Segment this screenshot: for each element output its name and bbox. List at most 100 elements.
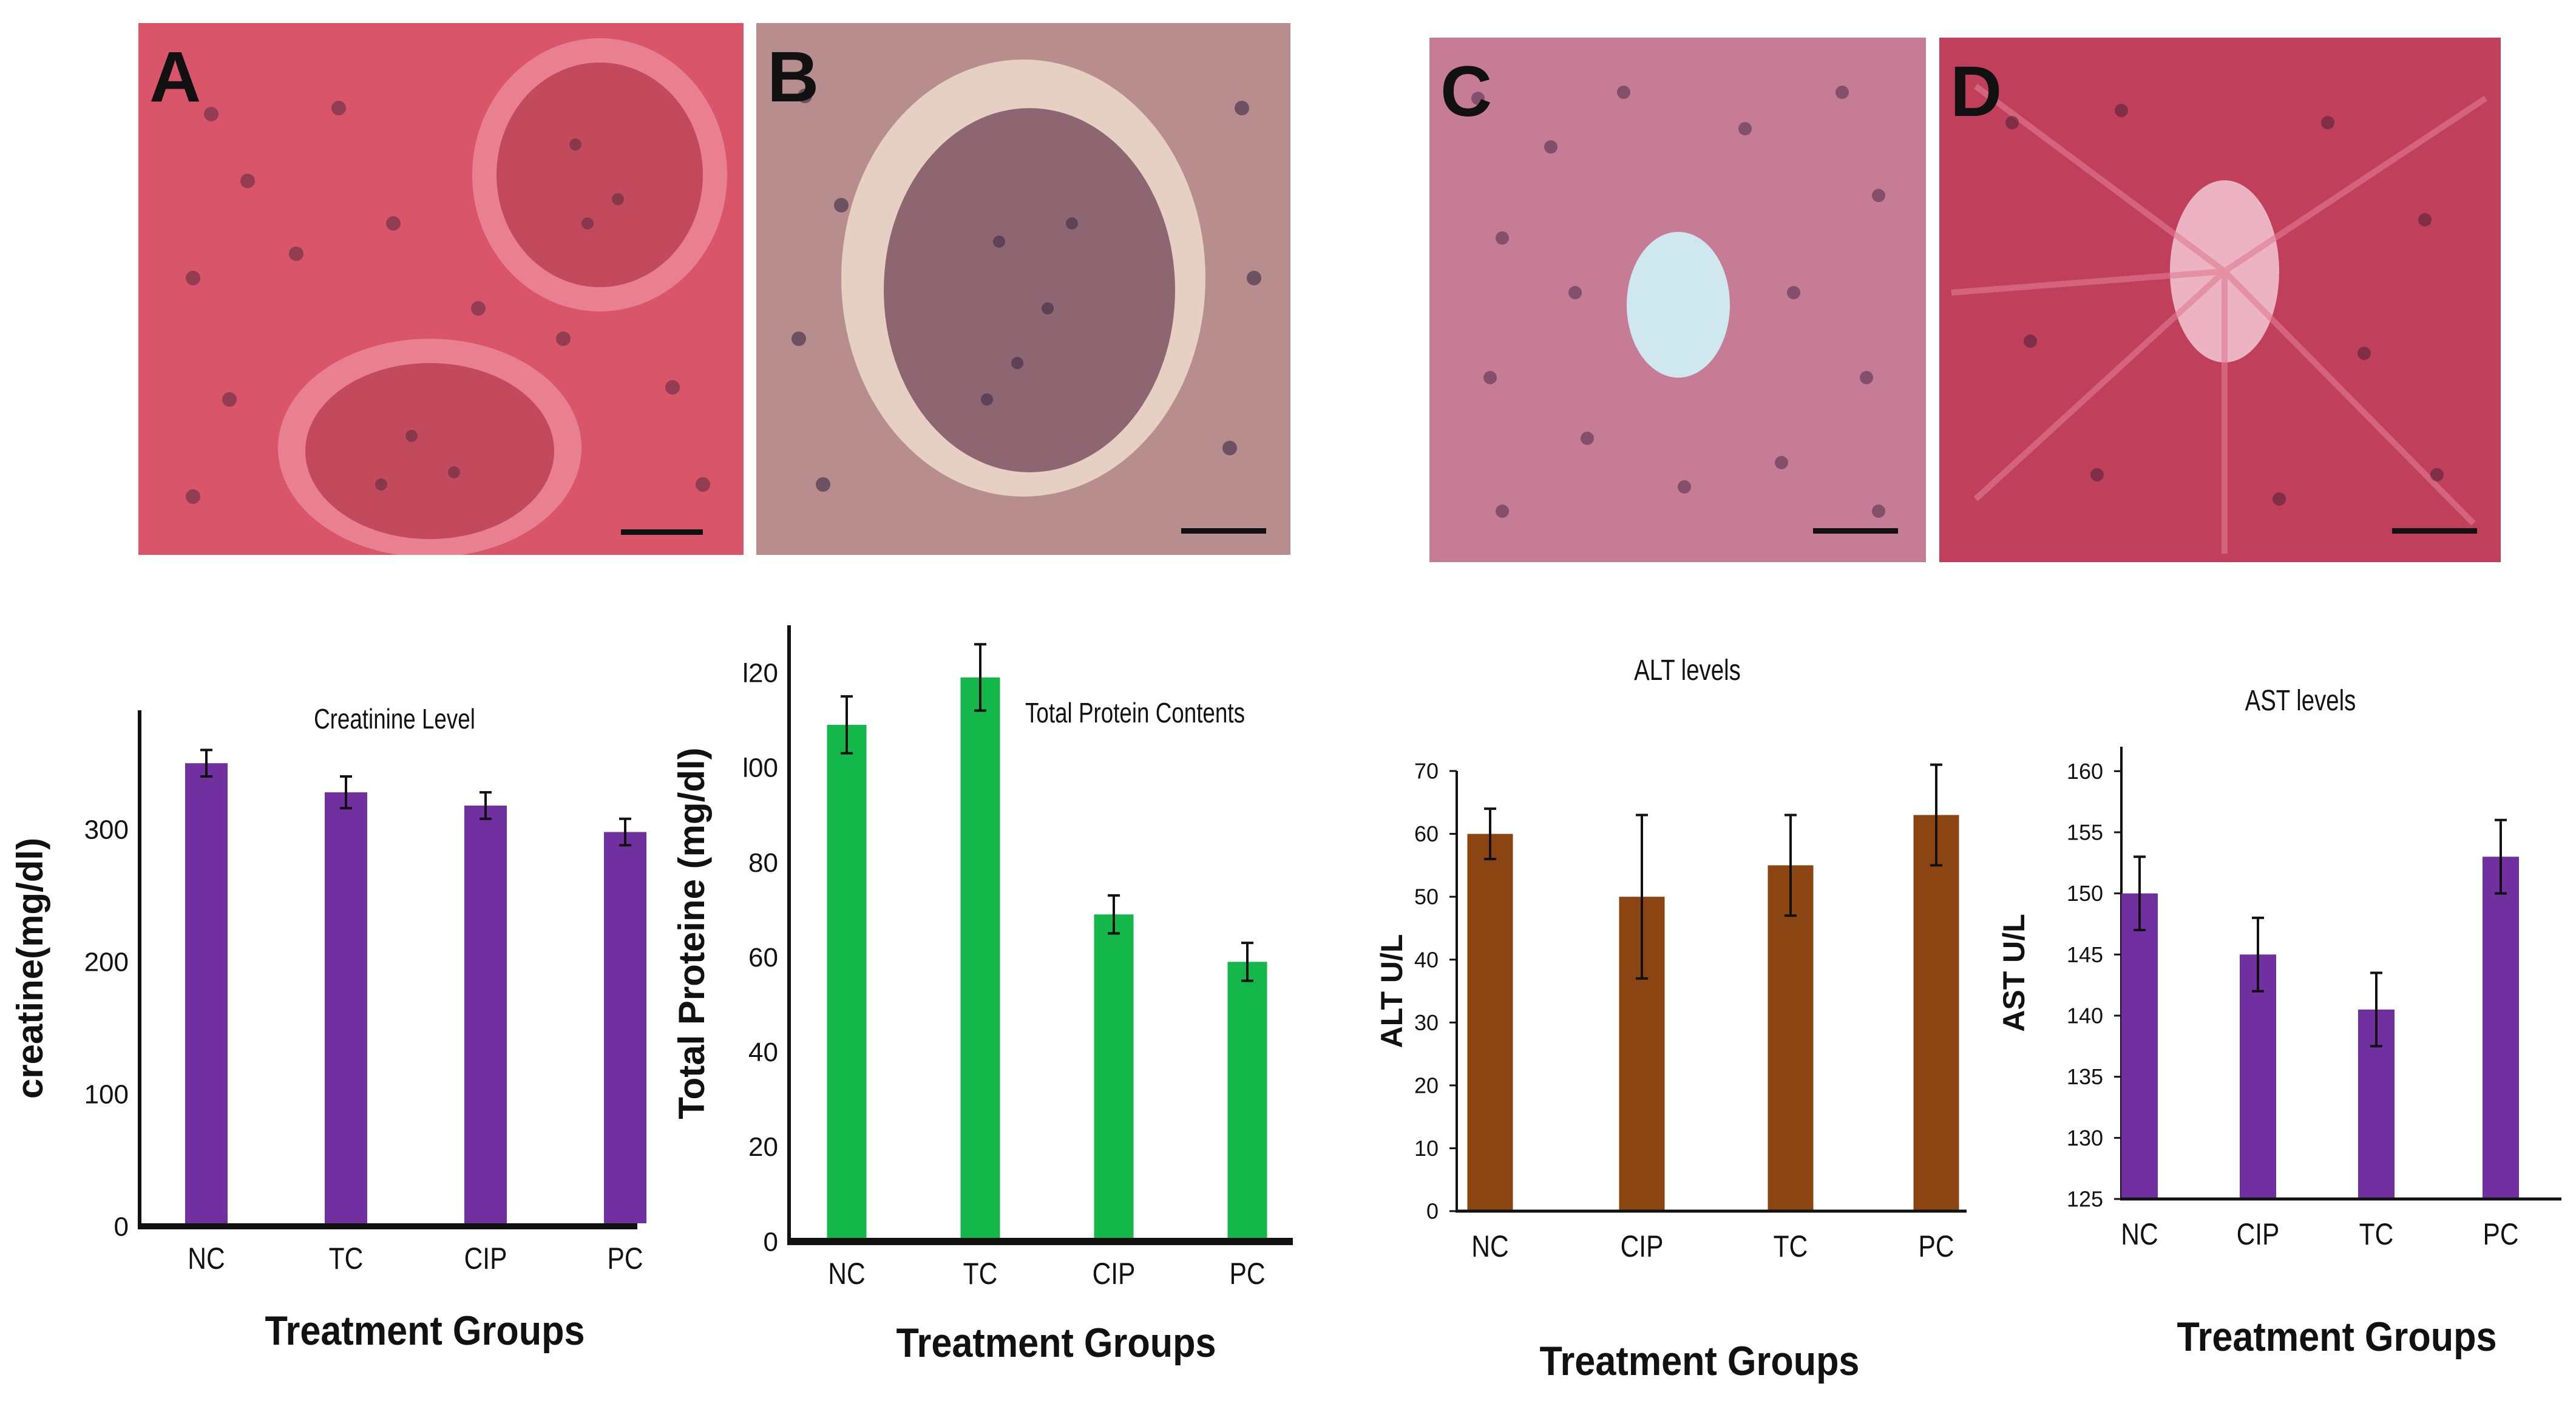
- y-tick-label: 60: [748, 943, 778, 973]
- bar: [325, 792, 367, 1223]
- y-tick-label: 300: [84, 815, 129, 845]
- micrograph-c-image: [1429, 38, 1926, 562]
- micrograph-d: D: [1939, 38, 2501, 562]
- x-category-label: PC: [1229, 1257, 1265, 1291]
- bar: [2483, 857, 2519, 1198]
- y-tick-label: l00: [742, 753, 778, 783]
- bar: [1913, 815, 1959, 1210]
- y-axis-label: Total Proteine (mg/dl): [671, 747, 712, 1119]
- y-tick-label: 0: [764, 1227, 778, 1257]
- x-category-label: CIP: [2237, 1217, 2280, 1251]
- nuclei: [791, 89, 1261, 492]
- hepatocyte-nuclei: [2005, 104, 2444, 506]
- micrograph-b-image: [756, 23, 1290, 555]
- y-tick-label: 20: [748, 1132, 778, 1162]
- bar: [2240, 954, 2276, 1198]
- micrograph-a: A: [138, 23, 744, 555]
- x-category-label: PC: [2483, 1217, 2518, 1251]
- chart-title: Total Protein Contents: [1025, 697, 1245, 728]
- scale-bar: [1181, 528, 1266, 534]
- bar: [960, 677, 1000, 1238]
- x-category-label: NC: [2121, 1217, 2158, 1251]
- x-category-label: NC: [1471, 1229, 1508, 1263]
- chart-title: AST levels: [2245, 685, 2356, 717]
- creatinine-chart: Creatinine Level 0 100 200 300 creatine(mg/dl…: [0, 607, 668, 1408]
- scale-bar: [1813, 528, 1898, 534]
- y-tick-label: 135: [2067, 1064, 2103, 1089]
- x-category-label: CIP: [1621, 1229, 1664, 1263]
- x-category-label: PC: [607, 1241, 643, 1275]
- micrograph-c: C: [1429, 38, 1926, 562]
- panel-label-b: B: [767, 37, 819, 117]
- y-tick-label: 40: [748, 1038, 778, 1067]
- micrograph-a-image: [138, 23, 744, 555]
- y-tick-label: 200: [84, 948, 129, 977]
- y-tick-label: 155: [2067, 820, 2103, 845]
- bar: [464, 805, 507, 1223]
- x-category-label: CIP: [1093, 1257, 1136, 1291]
- panel-label-c: C: [1440, 52, 1493, 132]
- x-category-label: TC: [1774, 1229, 1808, 1263]
- x-axis-label: Treatment Groups: [265, 1307, 585, 1354]
- chart-title: Creatinine Level: [314, 703, 475, 735]
- scale-bar: [2392, 528, 2477, 534]
- y-axis-label: ALT U/L: [1375, 934, 1409, 1048]
- y-tick-label: 30: [1414, 1010, 1439, 1035]
- bar: [1768, 865, 1814, 1210]
- bar: [1094, 914, 1134, 1238]
- scale-bar: [621, 529, 703, 535]
- y-tick-label: l20: [742, 658, 778, 688]
- glomerulus-tuft: [497, 63, 703, 287]
- bar: [604, 832, 646, 1223]
- sinusoids: [1951, 83, 2487, 554]
- y-tick-label: 125: [2067, 1187, 2103, 1212]
- x-category-label: TC: [329, 1241, 364, 1275]
- central-vein: [1627, 232, 1730, 378]
- x-category-label: CIP: [464, 1241, 507, 1275]
- creatinine-chart-svg: Creatinine Level 0 100 200 300 creatine(mg/dl…: [10, 703, 646, 1354]
- bar: [2121, 893, 2158, 1198]
- y-tick-label: 130: [2067, 1126, 2103, 1150]
- micrograph-d-image: [1939, 38, 2501, 562]
- y-tick-label: 60: [1414, 821, 1439, 846]
- x-category-label: TC: [2359, 1217, 2394, 1251]
- nuclei: [186, 101, 710, 504]
- ast-chart: AST levels 125 130 135 140 145 150 155 160 AST U/…: [1997, 607, 2574, 1408]
- y-tick-label: 100: [84, 1079, 129, 1109]
- y-axis-label: creatine(mg/dl): [10, 838, 50, 1099]
- hepatocyte-nuclei: [1471, 86, 1885, 518]
- ast-chart-svg: AST levels 125 130 135 140 145 150 155 160 AST U/…: [1997, 685, 2561, 1360]
- x-category-label: TC: [963, 1257, 998, 1291]
- y-tick-label: 80: [748, 848, 778, 878]
- glomerulus-tuft: [884, 108, 1175, 472]
- y-tick-label: 0: [114, 1212, 129, 1241]
- micrograph-b: B: [756, 23, 1290, 555]
- y-axis-label: AST U/L: [1997, 914, 2031, 1031]
- y-tick-label: 40: [1414, 947, 1439, 972]
- y-tick-label: 10: [1414, 1136, 1439, 1161]
- glomerulus-tuft: [305, 363, 554, 539]
- alt-chart-svg: ALT levels 0 10 20 30 40 50 60 70 ALT U/L NC CIP TC P…: [1375, 654, 1967, 1384]
- bar: [1227, 962, 1267, 1238]
- bar: [1467, 834, 1513, 1210]
- protein-chart: Total Protein Contents 0 20 40 60 80 l00 l20 Tot…: [668, 607, 1329, 1408]
- x-category-label: NC: [828, 1257, 865, 1291]
- y-tick-label: 0: [1426, 1199, 1439, 1224]
- y-tick-label: 145: [2067, 942, 2103, 967]
- y-tick-label: 160: [2067, 759, 2103, 784]
- y-tick-label: 150: [2067, 881, 2103, 906]
- y-tick-label: 20: [1414, 1073, 1439, 1098]
- y-tick-label: 140: [2067, 1004, 2103, 1028]
- x-axis-label: Treatment Groups: [897, 1319, 1216, 1366]
- y-tick-label: 70: [1414, 759, 1439, 784]
- x-category-label: NC: [188, 1241, 225, 1275]
- chart-title: ALT levels: [1634, 654, 1741, 687]
- y-tick-label: 50: [1414, 885, 1439, 909]
- x-axis-label: Treatment Groups: [2177, 1313, 2497, 1360]
- alt-chart: ALT levels 0 10 20 30 40 50 60 70 ALT U/L NC CIP TC P…: [1366, 607, 1973, 1408]
- bar: [185, 763, 228, 1223]
- panel-label-d: D: [1950, 52, 2002, 132]
- x-axis-label: Treatment Groups: [1540, 1337, 1860, 1384]
- x-category-label: PC: [1918, 1229, 1954, 1263]
- protein-chart-svg: Total Protein Contents 0 20 40 60 80 l00 l20 Tot…: [671, 625, 1293, 1366]
